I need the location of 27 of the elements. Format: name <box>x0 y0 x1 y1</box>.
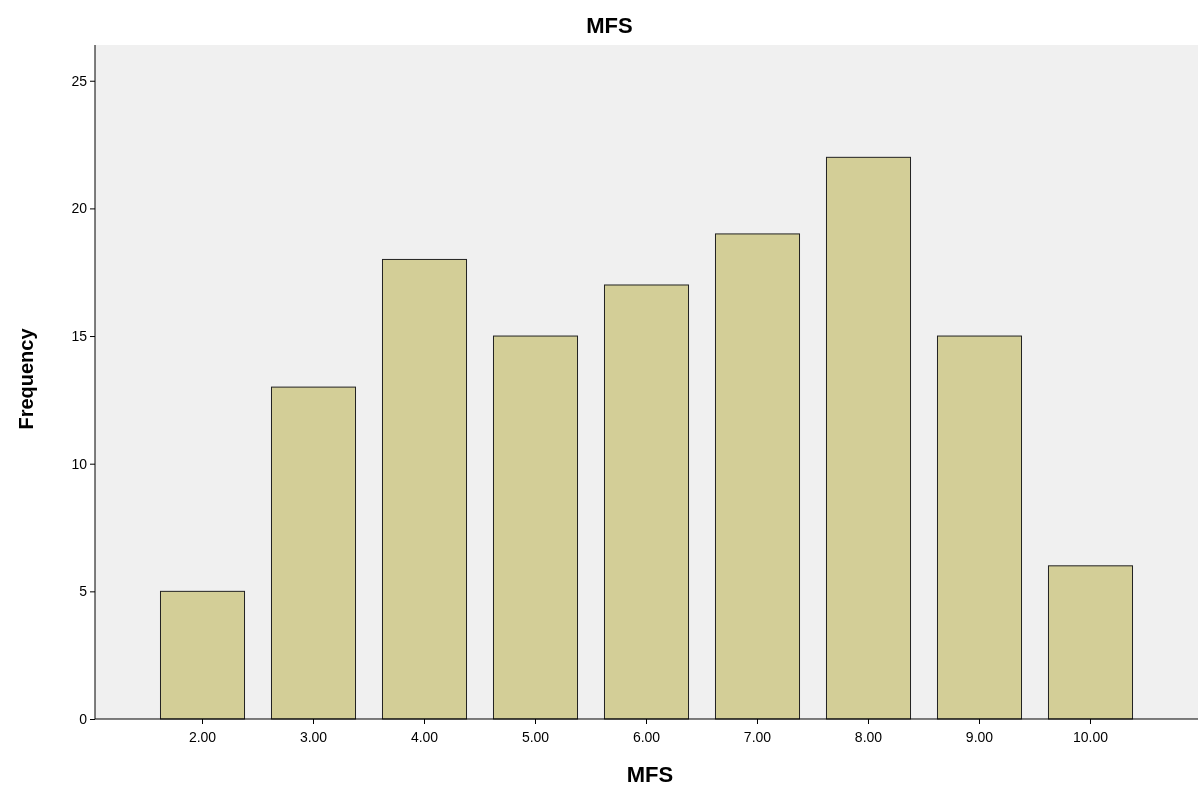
x-tick-label: 7.00 <box>743 729 772 746</box>
x-tick-label: 2.00 <box>188 729 217 746</box>
x-tick-label: 3.00 <box>299 729 328 746</box>
bar <box>936 335 1023 720</box>
y-tick-label: 15 <box>71 328 88 345</box>
bar <box>603 284 690 720</box>
y-tick-label: 10 <box>71 455 88 472</box>
x-tick-label: 4.00 <box>410 729 439 746</box>
y-tick-label: 20 <box>71 200 88 217</box>
y-tick-label: 0 <box>79 710 88 727</box>
chart-title: MFS <box>586 13 633 38</box>
bar <box>492 335 579 720</box>
y-tick-label: 5 <box>79 583 88 600</box>
bar <box>714 233 801 720</box>
bar <box>381 258 468 720</box>
bar <box>270 386 357 720</box>
y-tick-label: 25 <box>71 72 88 89</box>
y-axis-title: Frequency <box>15 327 37 430</box>
x-tick-label: 10.00 <box>1072 729 1109 746</box>
bar <box>159 590 246 720</box>
x-tick-label: 5.00 <box>521 729 550 746</box>
x-tick-label: 9.00 <box>965 729 994 746</box>
bar <box>1047 565 1134 720</box>
x-axis-title: MFS <box>626 762 674 787</box>
x-tick-label: 6.00 <box>632 729 661 746</box>
x-tick-label: 8.00 <box>854 729 883 746</box>
bar <box>825 156 912 720</box>
